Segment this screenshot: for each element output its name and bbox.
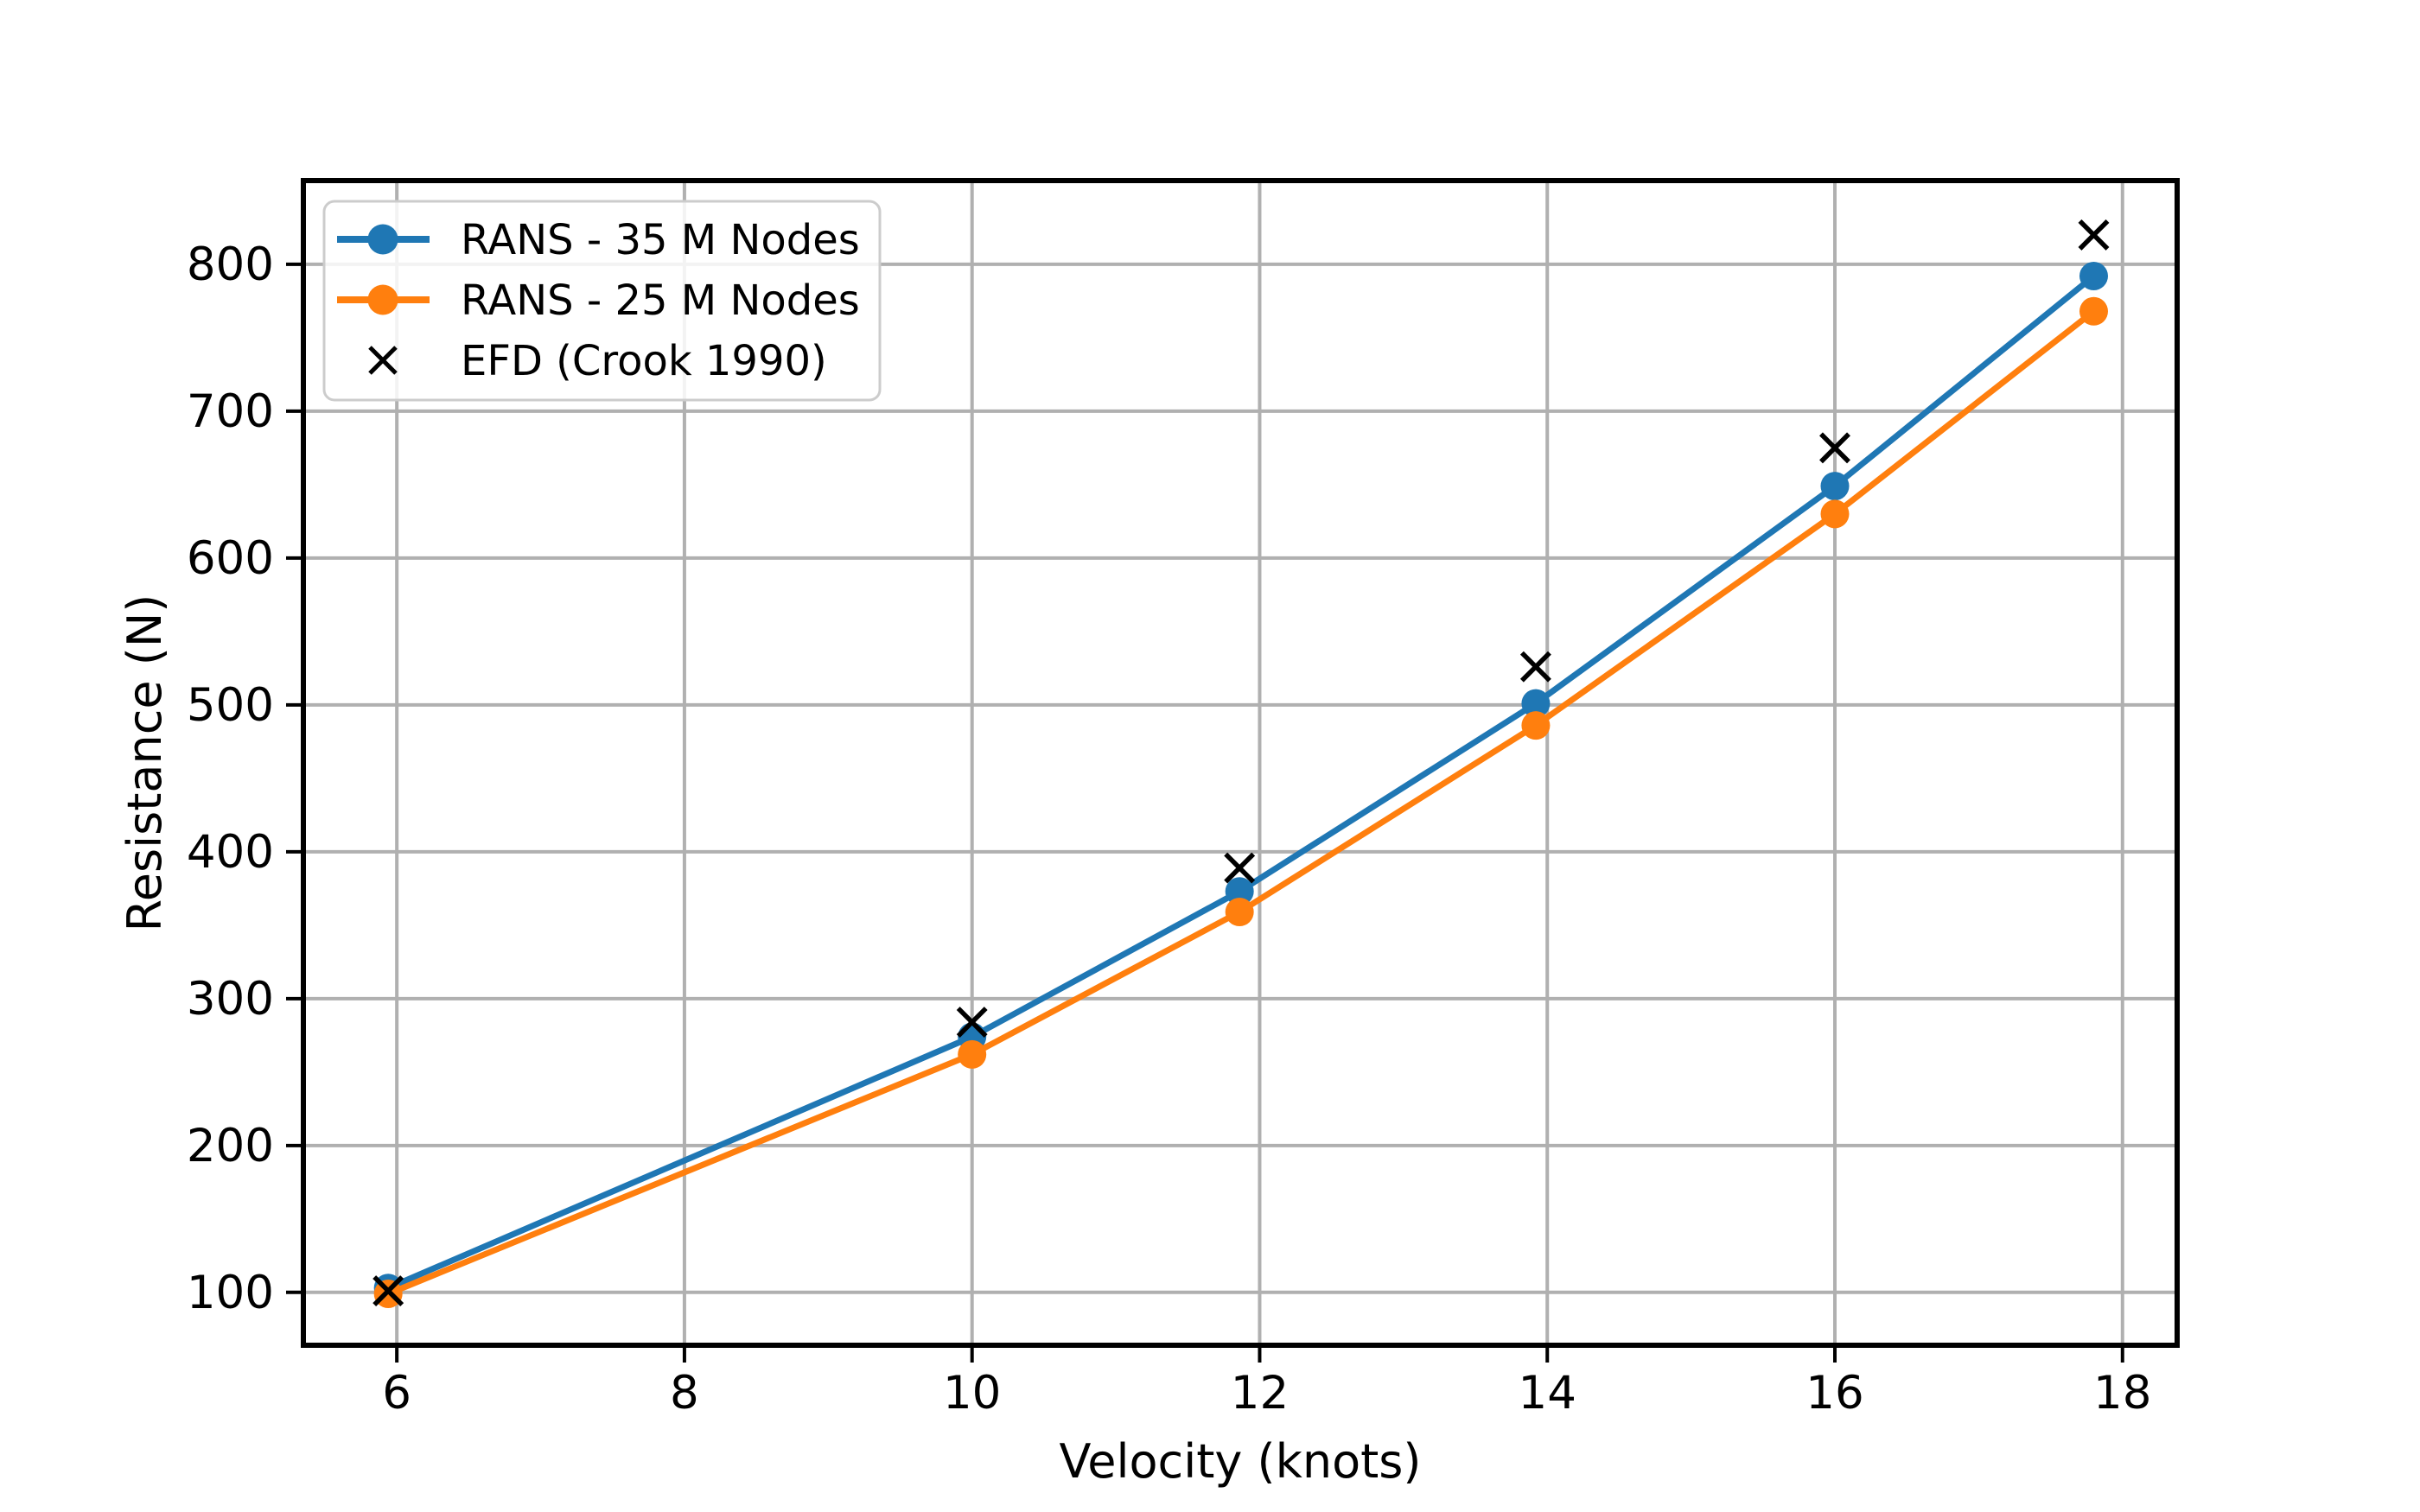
legend-box xyxy=(322,200,882,402)
x-tick-label-12: 12 xyxy=(1231,1367,1289,1420)
efd-crook-1990-marker-5-stroke-2 xyxy=(2078,219,2110,251)
y-tick-label-500: 500 xyxy=(187,679,274,732)
rans-25-m-nodes-marker-5 xyxy=(2079,296,2108,326)
legend-label-1: RANS - 25 M Nodes xyxy=(461,276,860,325)
legend-label-2: EFD (Crook 1990) xyxy=(461,337,827,385)
x-tick-label-16: 16 xyxy=(1805,1367,1863,1420)
efd-crook-1990-marker-3-stroke-2 xyxy=(1519,651,1551,683)
legend-entry-rans-35-m-nodes: RANS - 35 M Nodes xyxy=(337,216,860,264)
y-tick-label-100: 100 xyxy=(187,1267,274,1319)
y-axis-label: Resistance (N) xyxy=(118,594,172,932)
legend-entry-efd-crook-1990: EFD (Crook 1990) xyxy=(368,337,827,385)
legend-circle-marker-icon xyxy=(367,224,398,255)
efd-crook-1990-marker-1 xyxy=(956,1007,988,1038)
plot-border xyxy=(301,178,2180,1348)
rans-35-m-nodes-marker-5 xyxy=(2079,261,2108,290)
x-axis-label: Velocity (knots) xyxy=(1060,1434,1422,1489)
grid-layer xyxy=(303,181,2177,1345)
tick-labels-layer: 6 8 10 12 14 16 18 100 200 300 400 500 600 700 800 xyxy=(187,238,2152,1420)
series-line-rans-25-m-nodes xyxy=(386,308,2096,1297)
tick-marks-layer xyxy=(286,262,2124,1363)
rans-35-m-nodes-marker-2 xyxy=(1225,877,1254,906)
x-tick-label-14: 14 xyxy=(1519,1367,1576,1420)
y-tick-label-300: 300 xyxy=(187,973,274,1026)
legend-entry-rans-25-m-nodes: RANS - 25 M Nodes xyxy=(337,276,860,325)
legend: RANS - 35 M Nodes RANS - 25 M Nodes EFD (C… xyxy=(322,200,882,402)
efd-crook-1990-marker-4-stroke-2 xyxy=(1819,432,1850,464)
legend-x-marker-icon xyxy=(368,346,398,375)
rans-25-m-nodes-marker-1 xyxy=(958,1039,987,1069)
series-rans-25-m-nodes xyxy=(373,296,2108,1309)
y-tick-label-600: 600 xyxy=(187,532,274,585)
efd-crook-1990-marker-3 xyxy=(1519,651,1551,683)
efd-crook-1990-marker-0 xyxy=(373,1275,404,1307)
legend-label-0: RANS - 35 M Nodes xyxy=(461,216,860,264)
series-line-rans-35-m-nodes xyxy=(386,273,2096,1291)
x-tick-label-18: 18 xyxy=(2093,1367,2151,1420)
legend-circle-marker-icon xyxy=(367,284,398,315)
y-tick-label-700: 700 xyxy=(187,385,274,438)
y-tick-label-800: 800 xyxy=(187,238,274,291)
legend-x-marker-icon-stroke-2 xyxy=(368,346,398,375)
rans-25-m-nodes-marker-4 xyxy=(1820,499,1850,529)
efd-crook-1990-marker-0-stroke-2 xyxy=(373,1275,404,1307)
efd-crook-1990-marker-2 xyxy=(1224,852,1256,884)
efd-crook-1990-marker-5 xyxy=(2078,219,2110,251)
rans-35-m-nodes-marker-4 xyxy=(1820,472,1850,501)
rans-35-m-nodes-marker-3 xyxy=(1521,689,1551,718)
y-tick-label-400: 400 xyxy=(187,826,274,879)
efd-crook-1990-marker-4 xyxy=(1819,432,1850,464)
series-layer xyxy=(373,219,2110,1309)
x-tick-label-8: 8 xyxy=(670,1367,699,1420)
x-tick-label-6: 6 xyxy=(382,1367,411,1420)
rans-25-m-nodes-marker-2 xyxy=(1225,898,1254,927)
efd-crook-1990-marker-1-stroke-2 xyxy=(956,1007,988,1038)
efd-crook-1990-marker-2-stroke-2 xyxy=(1224,852,1256,884)
rans-25-m-nodes-marker-3 xyxy=(1521,711,1551,740)
series-efd-crook-1990 xyxy=(373,219,2110,1307)
x-tick-label-10: 10 xyxy=(943,1367,1001,1420)
y-tick-label-200: 200 xyxy=(187,1120,274,1172)
